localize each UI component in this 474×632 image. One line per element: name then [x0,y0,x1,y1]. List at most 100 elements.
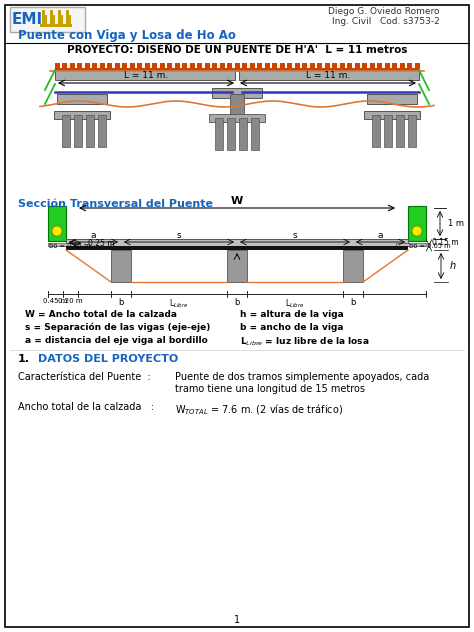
Bar [209,114,265,122]
Bar [86,115,94,147]
Bar [40,24,72,27]
Bar [153,63,157,70]
Text: 0.25 m: 0.25 m [88,238,115,248]
Bar [355,63,360,70]
Circle shape [412,226,422,236]
Bar [392,63,398,70]
Bar [167,63,173,70]
Bar [115,63,120,70]
Bar [220,63,225,70]
Bar [251,118,259,150]
Bar [230,94,244,116]
Text: 1 m: 1 m [448,219,464,228]
Bar [122,63,128,70]
Bar [58,10,61,15]
Bar [250,63,255,70]
Text: s: s [292,231,297,240]
Bar [295,63,300,70]
Bar [332,63,337,70]
Text: 0.15 m: 0.15 m [432,238,459,247]
Text: bo = 0.65 m: bo = 0.65 m [49,243,91,249]
Bar [318,63,322,70]
Bar [130,63,135,70]
Bar [212,88,262,98]
Bar [302,63,308,70]
Bar [55,63,60,70]
Bar [239,70,419,80]
Text: Ancho total de la calzada   :: Ancho total de la calzada : [18,402,154,412]
Bar [85,63,90,70]
Bar [212,63,218,70]
Text: L$_{Libre}$: L$_{Libre}$ [285,298,305,310]
Text: h = altura de la viga: h = altura de la viga [240,310,344,319]
Bar [363,63,367,70]
Bar [239,118,247,150]
Bar [228,63,233,70]
Text: 0.45 m: 0.45 m [43,298,67,304]
Bar [98,115,106,147]
Bar [396,115,404,147]
Bar [108,63,112,70]
Text: b: b [350,298,356,307]
Text: Puente con Viga y Losa de Ho Ao: Puente con Viga y Losa de Ho Ao [18,30,236,42]
Text: W: W [231,196,243,206]
Bar [10,7,85,32]
Bar [111,250,131,282]
Bar [70,63,75,70]
Bar [227,250,247,282]
Bar [384,115,392,147]
Bar [42,10,45,15]
Text: Característica del Puente  :: Característica del Puente : [18,372,151,382]
Bar [182,63,188,70]
Bar [50,10,53,15]
Bar [372,115,380,147]
Bar [265,63,270,70]
Text: 0.20 m: 0.20 m [58,298,82,304]
Text: b: b [234,298,240,307]
Bar [66,239,408,246]
Bar [367,94,417,104]
Bar [66,15,71,25]
Bar [215,118,223,150]
Bar [340,63,345,70]
Text: PROYECTO: DISEÑO DE UN PUENTE DE H'A'  L = 11 metros: PROYECTO: DISEÑO DE UN PUENTE DE H'A' L … [67,45,407,55]
Text: DATOS DEL PROYECTO: DATOS DEL PROYECTO [38,354,178,364]
Text: Sección Transversal del Puente: Sección Transversal del Puente [18,199,213,209]
Bar [288,63,292,70]
Bar [74,115,82,147]
Bar [42,15,47,25]
Bar [396,243,426,246]
Text: a = distancia del eje viga al bordillo: a = distancia del eje viga al bordillo [25,336,208,345]
Bar [145,63,150,70]
Bar [63,63,67,70]
Bar [100,63,105,70]
Bar [235,63,240,70]
Text: Diego G. Oviedo Romero: Diego G. Oviedo Romero [328,8,440,16]
Bar [54,111,110,119]
Text: 1.: 1. [18,354,30,364]
Text: L$_{Libre}$ = luz libre de la losa: L$_{Libre}$ = luz libre de la losa [240,336,370,348]
Bar [273,63,277,70]
Bar [205,63,210,70]
Text: s = Separación de las vigas (eje-eje): s = Separación de las vigas (eje-eje) [25,323,210,332]
Bar [78,63,82,70]
Bar [415,63,420,70]
Bar [343,250,363,282]
Bar [400,63,405,70]
Bar [325,63,330,70]
Bar [175,63,180,70]
Bar [50,15,55,25]
Text: b: b [118,298,124,307]
Bar [160,63,165,70]
Text: L$_{Libre}$: L$_{Libre}$ [169,298,189,310]
Bar [55,68,419,72]
Bar [280,63,285,70]
Bar [92,63,98,70]
Bar [55,70,235,80]
Bar [66,246,408,250]
Bar [227,118,235,150]
Bar [66,10,69,15]
Bar [198,63,202,70]
Text: h: h [450,261,456,271]
Bar [370,63,375,70]
